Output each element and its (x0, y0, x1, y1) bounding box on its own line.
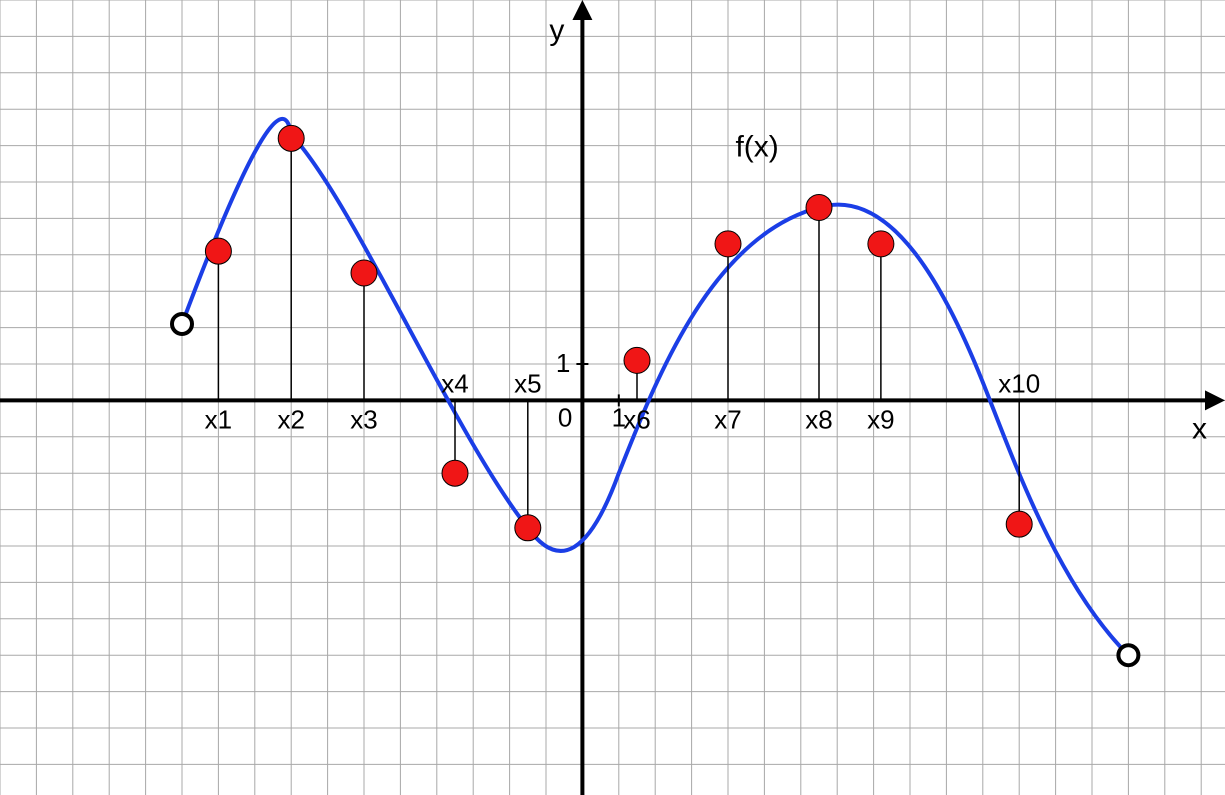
function-label: f(x) (735, 131, 778, 164)
sample-point (624, 347, 650, 373)
xtick-label: x3 (350, 404, 377, 434)
y-axis-label: y (549, 14, 564, 47)
open-endpoint (172, 314, 192, 334)
sample-point (442, 460, 468, 486)
xtick-label: x9 (867, 404, 894, 434)
xtick-label: x1 (205, 404, 232, 434)
sample-point (205, 238, 231, 264)
sample-point (515, 515, 541, 541)
sample-point (1006, 511, 1032, 537)
xtick-label: x7 (714, 404, 741, 434)
xtick-label: x8 (805, 404, 832, 434)
sample-point (351, 260, 377, 286)
sample-point (868, 231, 894, 257)
xtick-label: x5 (514, 368, 541, 398)
sample-point (278, 125, 304, 151)
x-axis-label: x (1192, 412, 1207, 445)
axes (0, 0, 1225, 795)
function-plot: x1 x2 x3 x4 x5 x6 x7 x8 x9 x10 0 1 1 x y f(x) (0, 0, 1225, 795)
xtick-label: x6 (623, 404, 650, 434)
sample-point (806, 194, 832, 220)
open-endpoint (1118, 645, 1138, 665)
grid (0, 0, 1225, 795)
origin-label: 0 (558, 402, 572, 432)
xtick-label: x10 (998, 368, 1040, 398)
one-y-label: 1 (556, 348, 570, 378)
one-x-label: 1 (612, 402, 626, 432)
xtick-label: x4 (441, 368, 468, 398)
sample-point (715, 231, 741, 257)
xtick-label: x2 (277, 404, 304, 434)
